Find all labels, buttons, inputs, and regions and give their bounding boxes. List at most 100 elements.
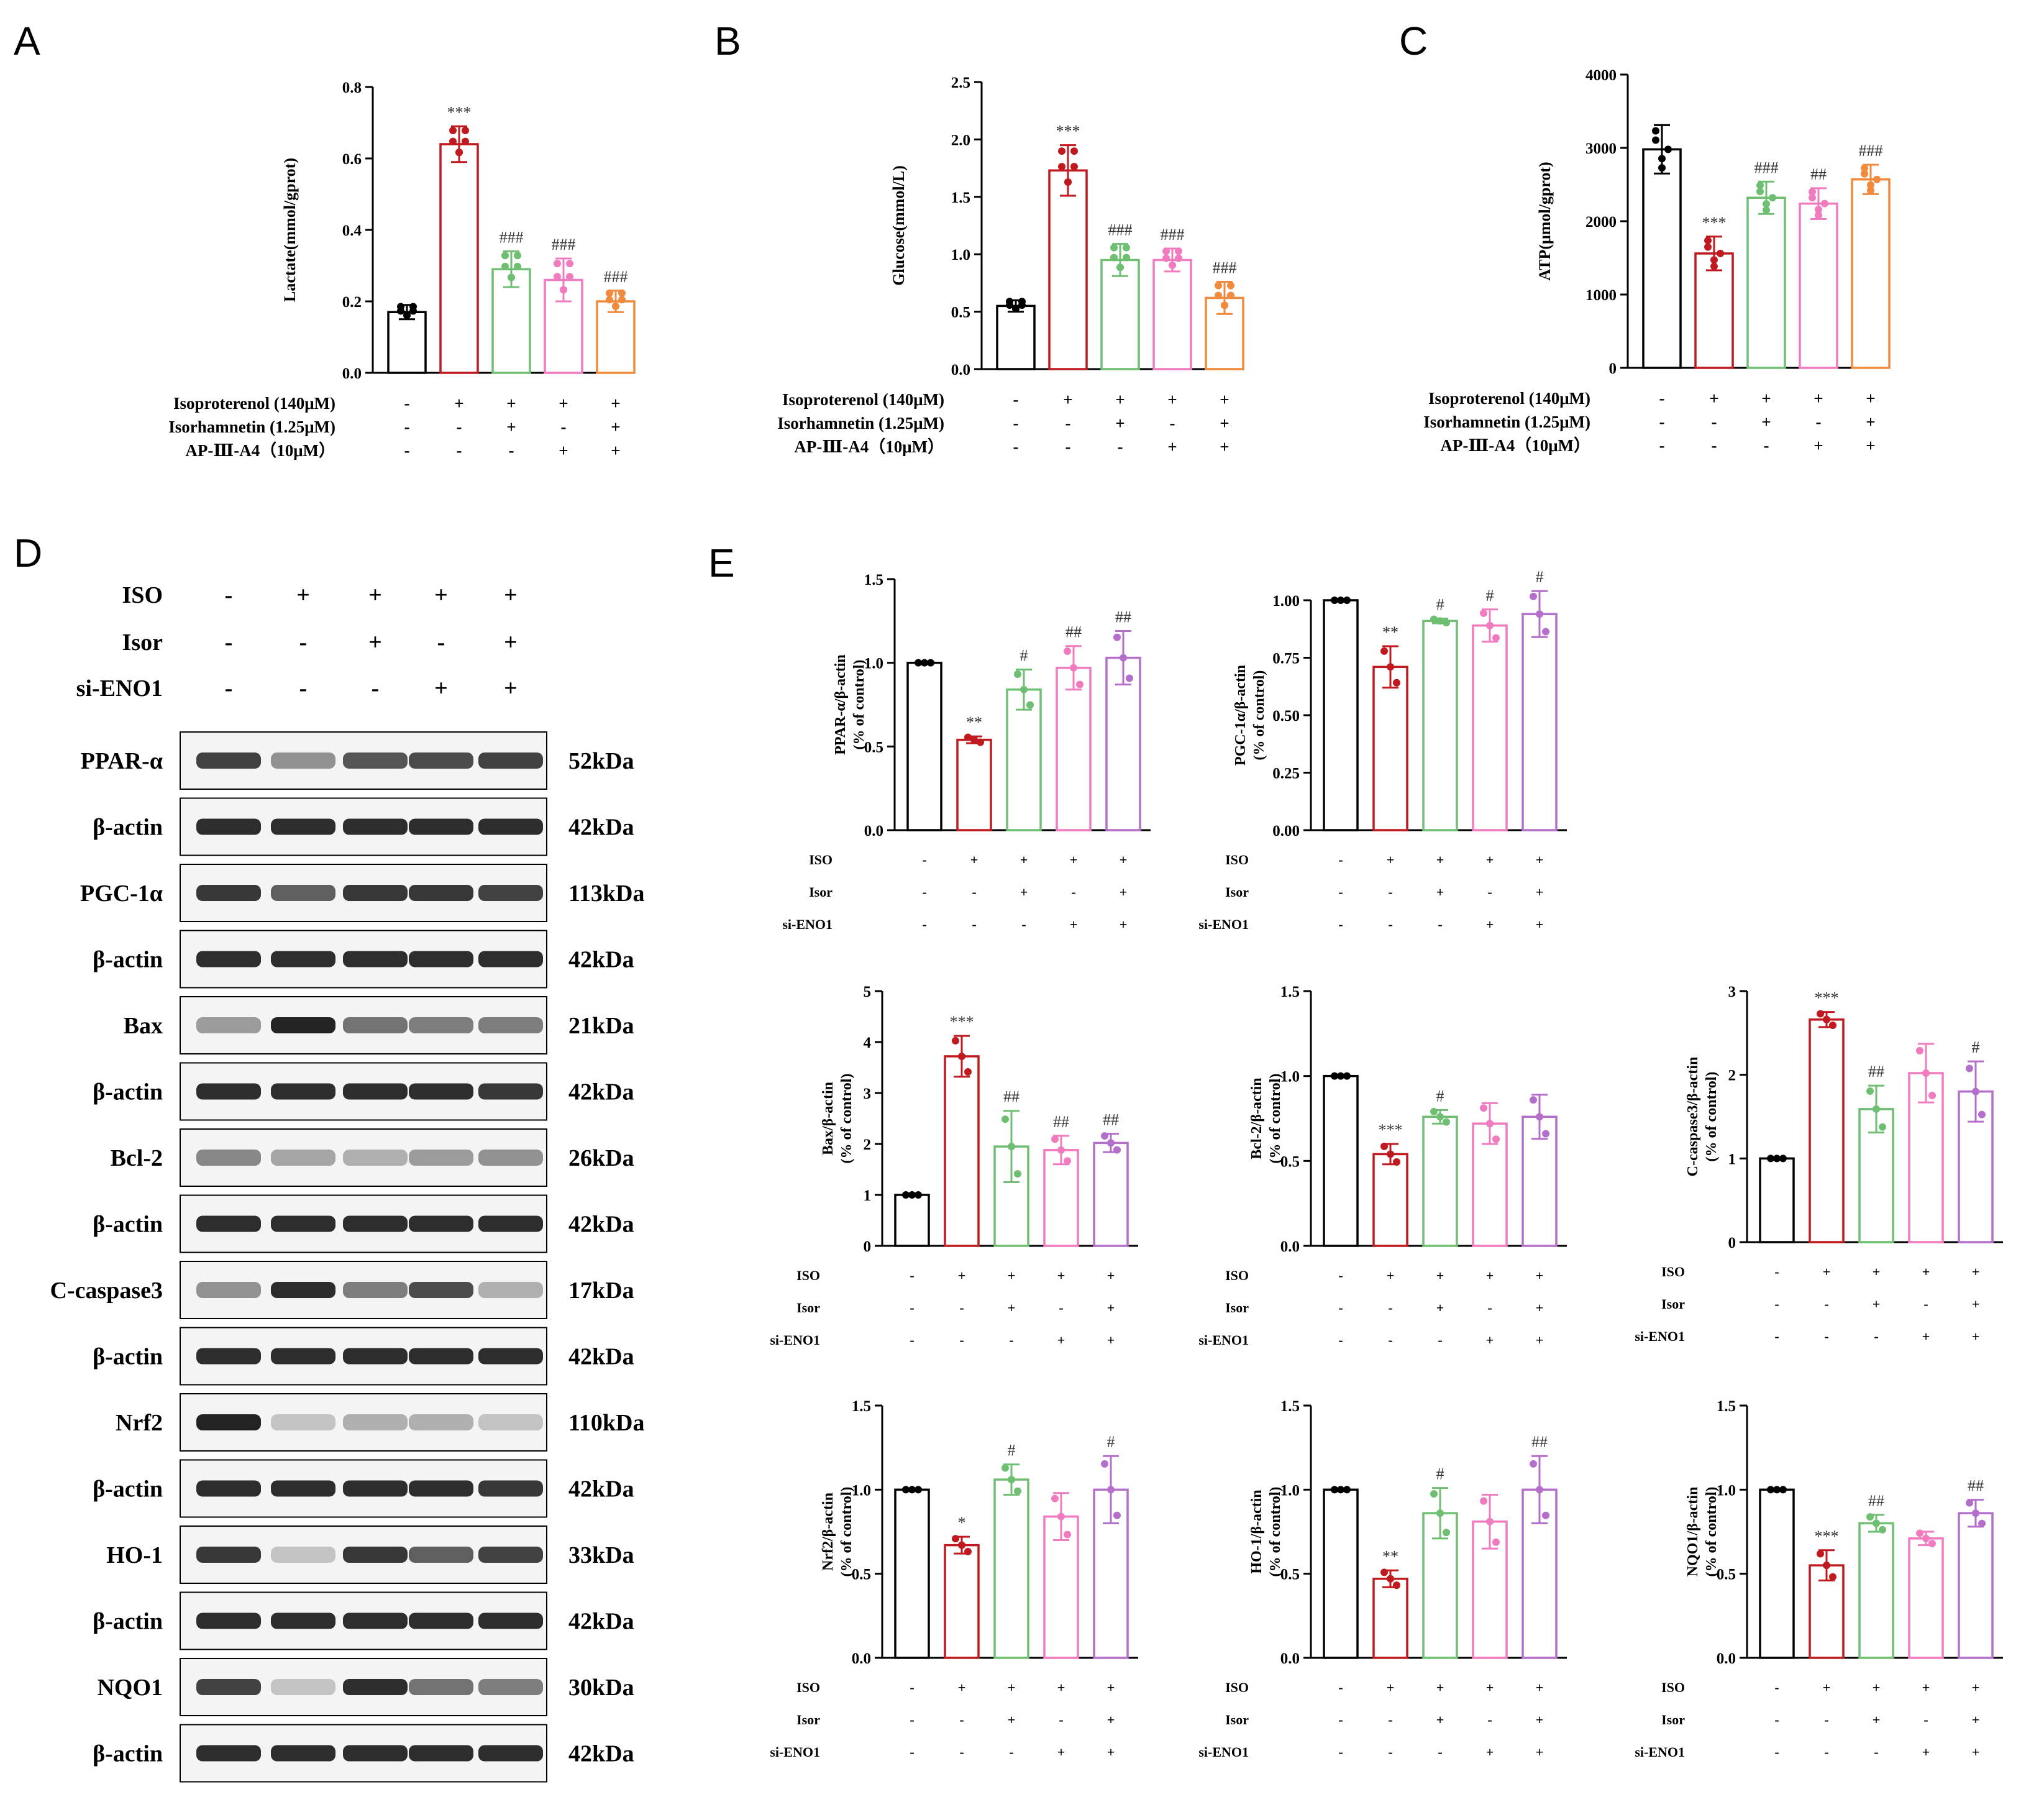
blot-row: Bax 21kDa	[124, 996, 634, 1054]
data-point	[1107, 1486, 1115, 1494]
blot-band	[271, 818, 335, 835]
data-point	[1542, 1511, 1549, 1519]
data-point	[1008, 1143, 1015, 1151]
condition-sign: -	[922, 852, 926, 867]
significance-mark: #	[1020, 646, 1028, 664]
data-point	[1767, 1155, 1774, 1163]
chart-3: 0.0 0.5 1.0 1.5 PPAR-α/β-actin (% of control)…	[782, 572, 1151, 932]
condition-sign: -	[1774, 1680, 1779, 1695]
y-tick-label: 1	[864, 1187, 872, 1204]
data-point	[1221, 301, 1228, 309]
condition-label: ISO	[809, 852, 833, 867]
condition-label: si-ENO1	[1635, 1329, 1685, 1344]
data-point	[449, 127, 457, 135]
bar	[1522, 613, 1558, 831]
condition-sign: +	[1115, 414, 1125, 432]
condition-label: Isor	[1225, 1712, 1249, 1727]
condition-sign: +	[1536, 1744, 1544, 1760]
significance-mark: ###	[1213, 259, 1237, 277]
condition-sign: +	[1107, 1744, 1115, 1760]
y-axis-label-unit: (% of control)	[839, 1487, 855, 1577]
condition-sign: -	[910, 1712, 914, 1727]
condition-sign: +	[611, 418, 620, 436]
condition-sign: +	[1536, 1712, 1544, 1727]
blot-kda-label: 42kDa	[568, 1344, 634, 1370]
blot-band	[196, 951, 261, 967]
blot-row: β-actin 42kDa	[93, 930, 634, 989]
blot-band	[196, 1547, 261, 1563]
condition-sign: -	[1712, 436, 1717, 455]
y-tick-label: 1000	[1585, 287, 1617, 304]
data-point	[1014, 1487, 1021, 1495]
condition-sign: +	[1120, 884, 1128, 900]
condition-sign: +	[1107, 1712, 1115, 1727]
condition-sign: -	[910, 1332, 914, 1348]
data-point	[1530, 1096, 1537, 1104]
data-point	[501, 262, 509, 270]
bar	[993, 1478, 1029, 1659]
condition-sign: +	[1873, 1712, 1881, 1727]
y-tick-label: 2.0	[951, 132, 970, 149]
data-point	[902, 1486, 910, 1494]
blot-band	[271, 1083, 335, 1100]
y-axis-label-unit: (% of control)	[1267, 1487, 1284, 1577]
data-point	[1380, 1142, 1388, 1150]
data-point	[1443, 1118, 1450, 1126]
y-tick-label: 0.0	[852, 1650, 871, 1667]
bar	[1858, 1522, 1894, 1659]
data-point	[1110, 244, 1118, 252]
condition-sign: -	[457, 441, 462, 460]
data-point	[1110, 254, 1118, 262]
data-point	[1809, 194, 1816, 202]
bar	[1048, 169, 1088, 370]
y-tick-label: 0.5	[1717, 1566, 1736, 1583]
data-point	[1542, 628, 1549, 636]
blot-protein-label: β-actin	[93, 1609, 163, 1635]
y-axis-label: Lactate(mmol/gprot)	[281, 158, 299, 302]
chart-5: 0 1 2 3 4 5 Bax/β-actin (% of control) *** ## ## ##…	[770, 984, 1138, 1348]
blot-band	[409, 1679, 473, 1695]
y-axis-label: Bcl-2/β-actin	[1249, 1077, 1265, 1159]
data-point	[915, 1486, 922, 1494]
condition-sign: -	[1438, 1332, 1442, 1348]
y-tick-label: 1.5	[951, 190, 970, 206]
condition-sign: +	[1120, 852, 1128, 867]
data-point	[1769, 194, 1776, 202]
data-point	[1480, 1497, 1487, 1505]
data-point	[1879, 1525, 1886, 1534]
condition-label: si-ENO1	[1198, 1744, 1249, 1760]
condition-sign: -	[910, 1300, 914, 1315]
data-point	[1393, 1581, 1400, 1589]
condition-sign: +	[1436, 1712, 1444, 1727]
data-point	[915, 1191, 922, 1199]
condition-sign: +	[506, 418, 516, 436]
y-tick-label: 2000	[1585, 214, 1617, 231]
data-point	[1430, 1490, 1438, 1498]
condition-sign: -	[1774, 1744, 1779, 1760]
significance-mark: **	[1382, 623, 1398, 641]
condition-sign: +	[1436, 1268, 1444, 1283]
significance-mark: **	[966, 713, 982, 731]
significance-mark: #	[1008, 1442, 1016, 1460]
condition-sign: +	[1008, 1300, 1016, 1315]
condition-sign: -	[1170, 414, 1175, 432]
condition-sign: +	[958, 1268, 966, 1283]
blot-protein-label: Bcl-2	[111, 1145, 163, 1171]
condition-label: Isor	[1661, 1712, 1685, 1727]
condition-sign: +	[1008, 1712, 1016, 1727]
data-point	[1006, 301, 1013, 309]
data-point	[1057, 1146, 1065, 1154]
condition-sign: -	[1338, 1712, 1343, 1727]
blot-row: β-actin 42kDa	[93, 797, 634, 856]
condition-sign: +	[1536, 852, 1544, 867]
significance-mark: ##	[1103, 1111, 1119, 1129]
y-tick-label: 1.00	[1272, 593, 1300, 610]
data-point	[1978, 1519, 1986, 1527]
data-point	[1486, 1517, 1494, 1525]
blot-row: PPAR-α 52kDa	[81, 731, 634, 790]
condition-sign: +	[1536, 1680, 1544, 1695]
condition-sign: +	[1436, 884, 1444, 900]
blot-band	[409, 1083, 473, 1100]
data-point	[606, 289, 613, 297]
y-tick-label: 2	[864, 1137, 872, 1153]
